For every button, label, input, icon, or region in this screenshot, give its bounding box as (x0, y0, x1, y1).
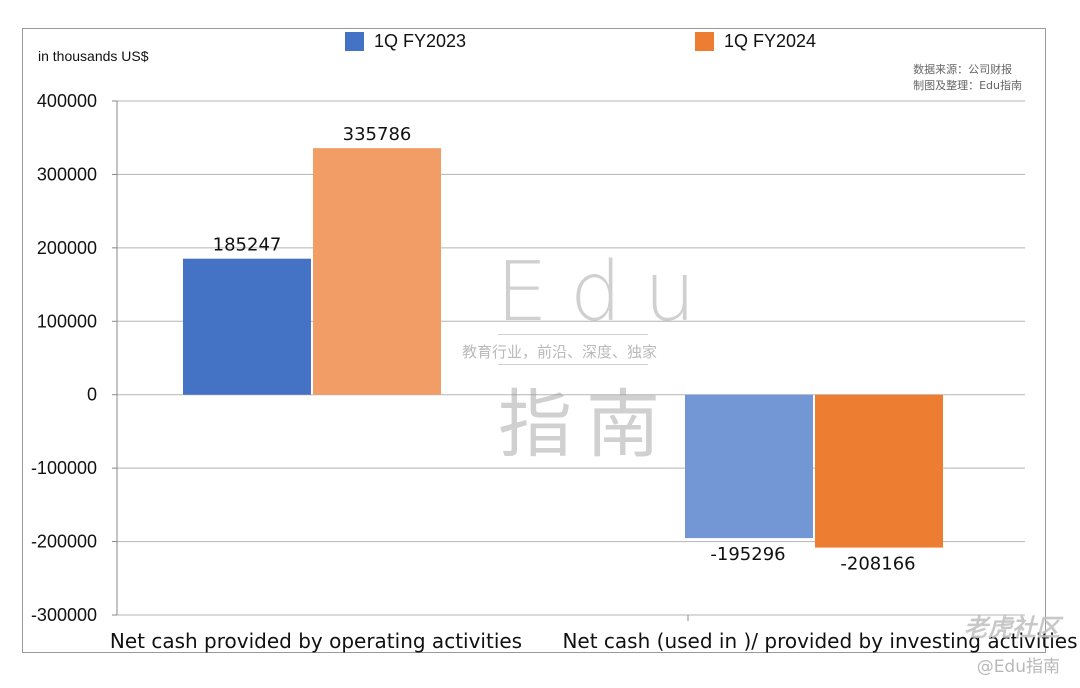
watermark-rule-top (498, 334, 648, 335)
legend-item-fy2023: 1Q FY2023 (345, 31, 466, 52)
y-tick-label: 300000 (37, 164, 97, 184)
corner-handle: @Edu指南 (976, 657, 1060, 677)
data-label: 185247 (213, 235, 282, 256)
legend-swatch-fy2024 (695, 32, 714, 51)
watermark-rule-bottom (498, 364, 648, 365)
bar-fy2024-cat1 (313, 148, 441, 395)
y-tick-label: 400000 (37, 91, 97, 111)
bar-fy2023-cat2 (685, 394, 813, 539)
y-tick-label: -100000 (31, 458, 97, 478)
source-line-data: 数据来源：公司财报 (913, 63, 1013, 76)
data-label: -195296 (710, 544, 785, 565)
source-note: 数据来源：公司财报 制图及整理：Edu指南 (913, 62, 1022, 94)
data-label: 335786 (343, 124, 412, 145)
legend-label-fy2024: 1Q FY2024 (724, 31, 817, 51)
source-line-credit: 制图及整理：Edu指南 (913, 79, 1022, 92)
legend-label-fy2023: 1Q FY2023 (374, 31, 467, 51)
legend-item-fy2024: 1Q FY2024 (695, 31, 816, 52)
legend-swatch-fy2023 (345, 32, 364, 51)
y-tick-label: -200000 (31, 532, 97, 552)
bar-fy2023-cat1 (183, 258, 311, 395)
unit-label: in thousands US$ (38, 48, 149, 64)
y-tick-label: 200000 (37, 238, 97, 258)
watermark-subtitle: 教育行业，前沿、深度、独家 (462, 343, 658, 361)
x-category-label: Net cash (used in )/ provided by investi… (562, 629, 1077, 653)
y-tick-label: 0 (87, 385, 97, 405)
watermark-latin: Edu (496, 245, 718, 340)
x-category-label: Net cash provided by operating activitie… (110, 629, 522, 653)
corner-logo: 老虎社区 (964, 614, 1060, 642)
y-tick-label: -300000 (31, 605, 97, 625)
chart-frame (22, 28, 1046, 653)
bar-fy2024-cat2 (815, 394, 943, 548)
watermark-cjk: 指南 (498, 382, 674, 468)
y-tick-label: 100000 (37, 311, 97, 331)
data-label: -208166 (840, 554, 915, 575)
